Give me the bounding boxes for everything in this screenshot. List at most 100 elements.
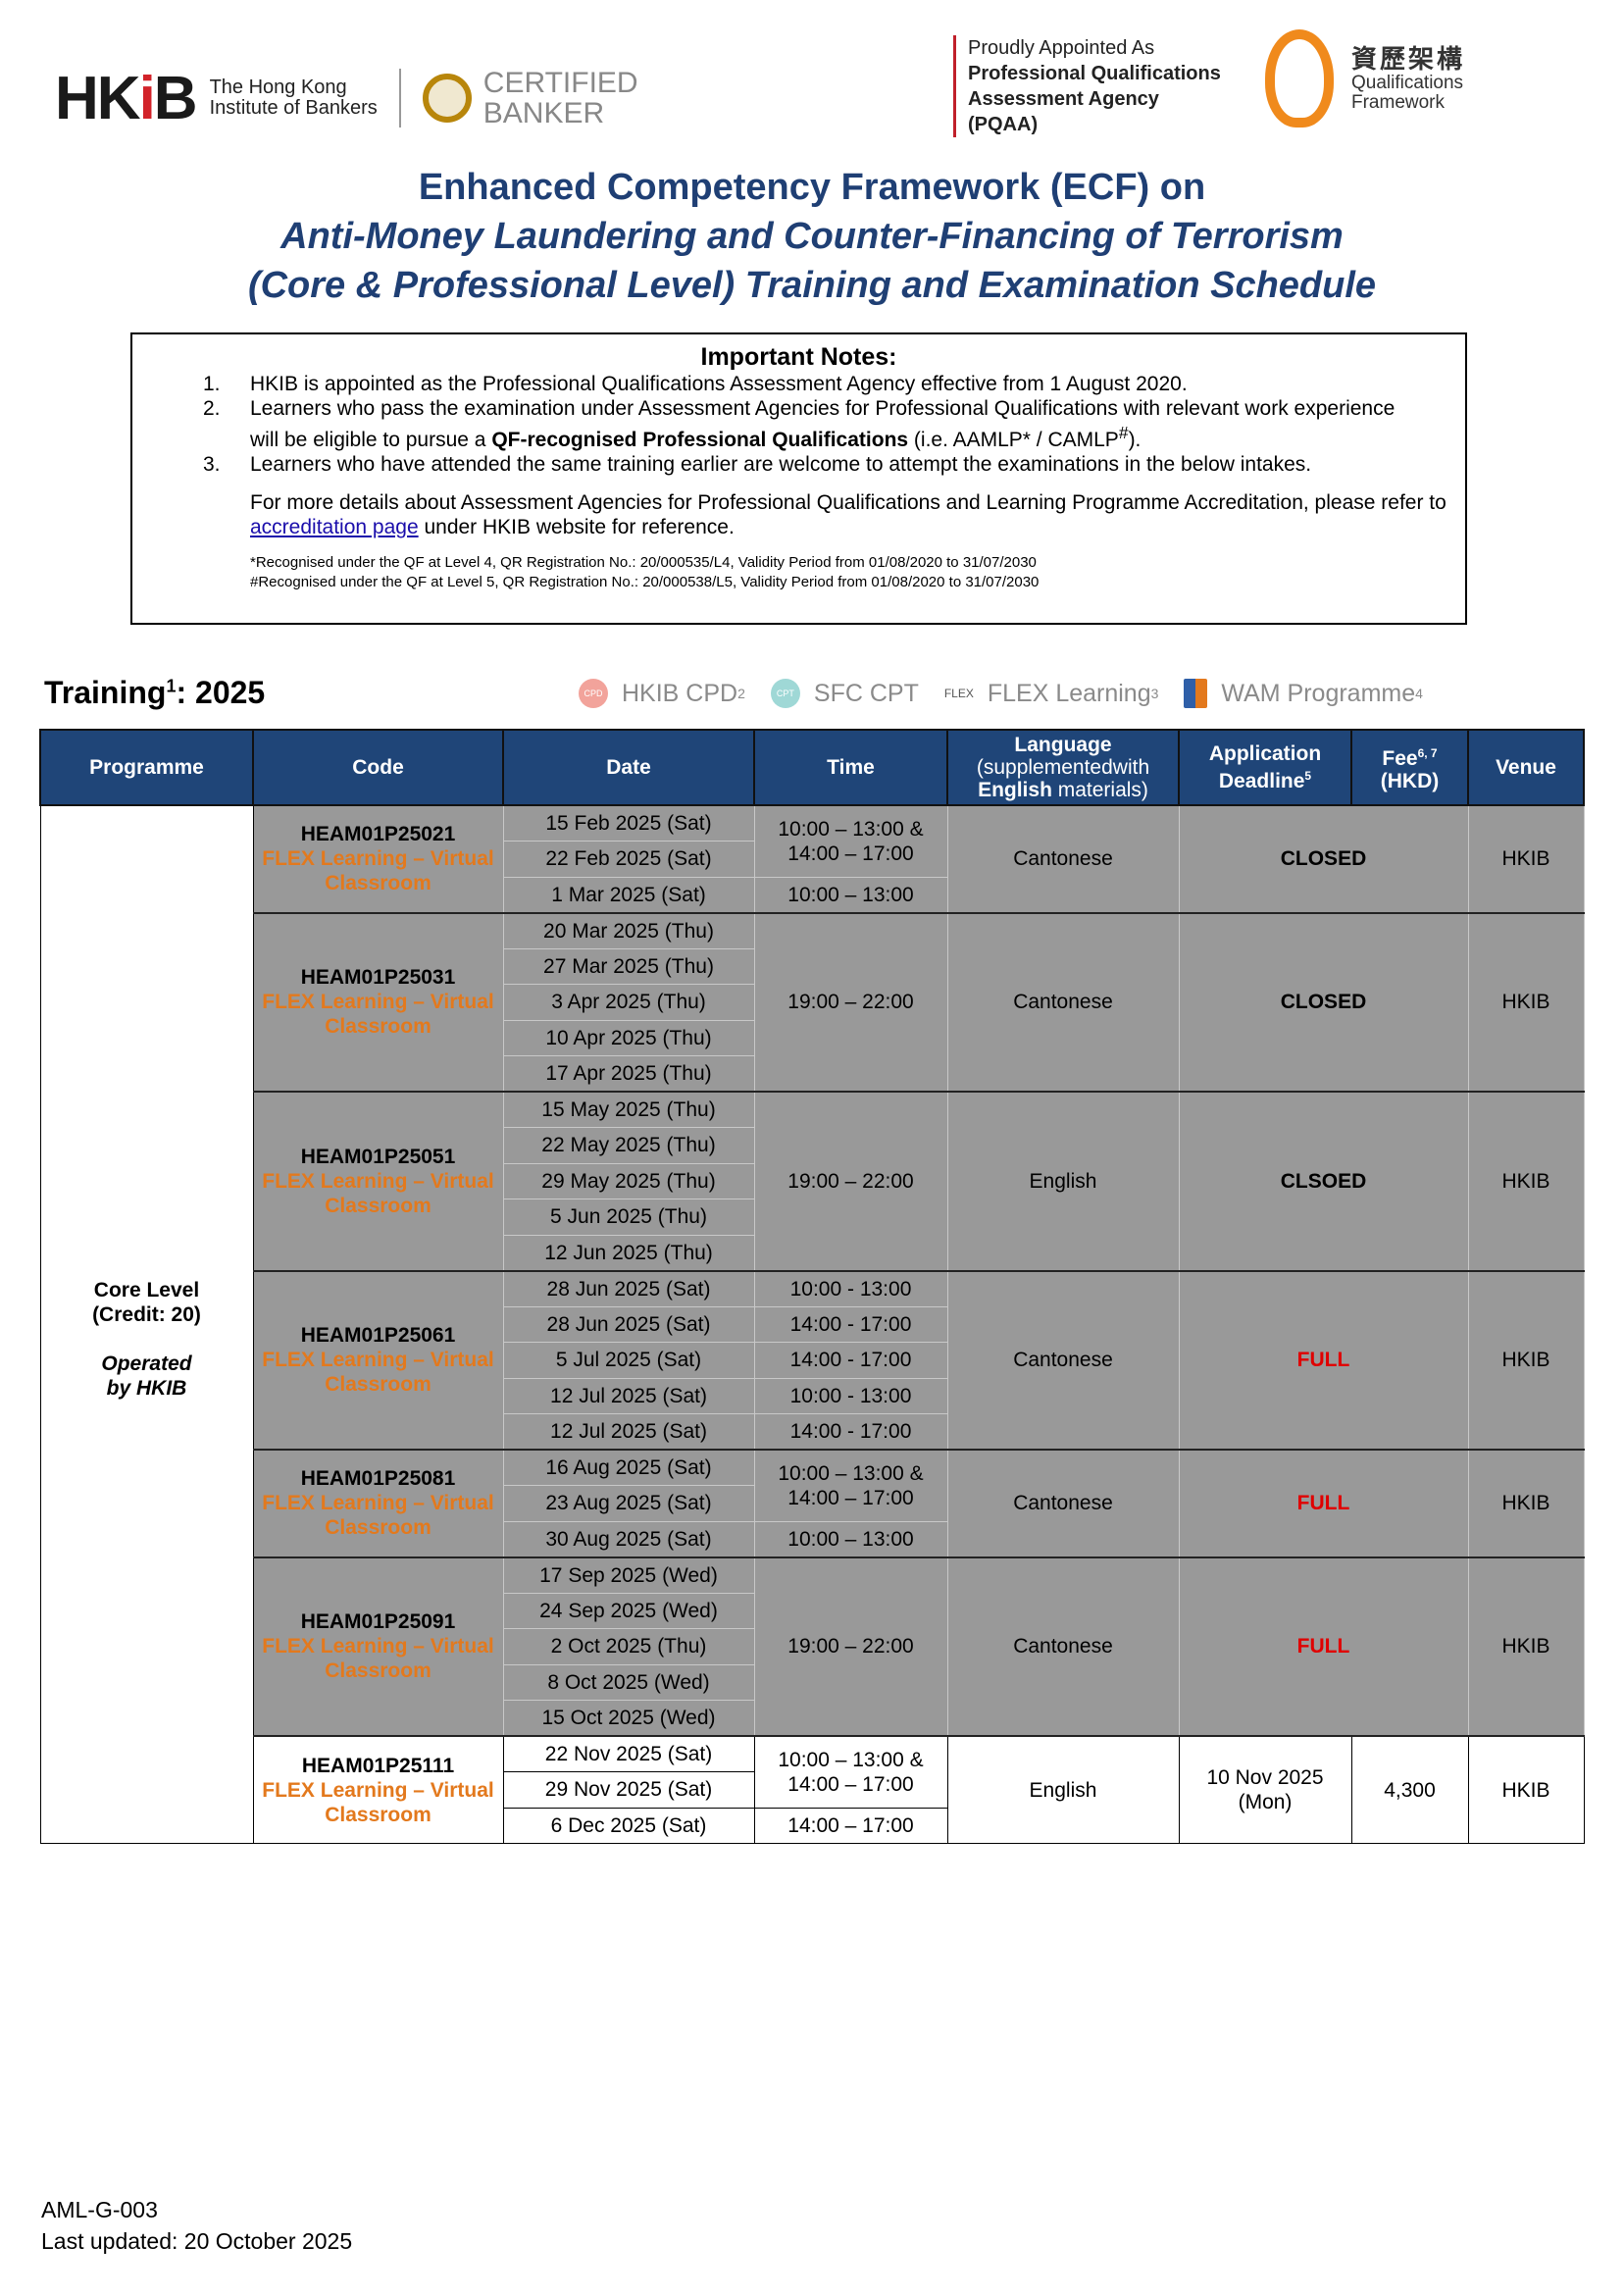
date-cell: 12 Jun 2025 (Thu) bbox=[502, 1234, 755, 1271]
date-cell: 29 May 2025 (Thu) bbox=[502, 1162, 755, 1199]
table-row: HEAM01P25081 FLEX Learning – Virtual Clas… bbox=[40, 1449, 1585, 1557]
date-cell: 1 Mar 2025 (Sat) bbox=[502, 876, 755, 913]
qf-line: Qualifications bbox=[1351, 73, 1464, 93]
date-cell: 27 Mar 2025 (Thu) bbox=[502, 947, 755, 985]
date-cell: 2 Oct 2025 (Thu) bbox=[502, 1628, 755, 1665]
hkib-name-line: The Hong Kong bbox=[209, 77, 347, 98]
pqaa-line: Assessment Agency bbox=[968, 88, 1159, 110]
hkib-logo-name: The Hong Kong Institute of Bankers bbox=[210, 77, 378, 119]
accreditation-page-link[interactable]: accreditation page bbox=[250, 516, 419, 538]
date-cell: 15 May 2025 (Thu) bbox=[502, 1091, 755, 1128]
last-updated: Last updated: 20 October 2025 bbox=[41, 2228, 353, 2254]
course-code: HEAM01P25061 bbox=[300, 1324, 456, 1348]
table-row: 15 Oct 2025 (Wed) bbox=[40, 1700, 1584, 1737]
fee-sup: 6, 7 bbox=[1417, 746, 1438, 760]
legend-item: CPT SFC CPT bbox=[770, 679, 919, 708]
status-cell: CLOSED bbox=[1178, 804, 1469, 913]
table-row: HEAM01P25111 FLEX Learning – Virtual Clas… bbox=[40, 1735, 1585, 1844]
status-badge: FULL bbox=[1296, 1635, 1350, 1658]
table-row: 3 Apr 2025 (Thu) bbox=[40, 984, 1584, 1021]
table-row: HEAM01P25031 FLEX Learning – Virtual Clas… bbox=[40, 911, 1585, 1093]
language-cell: English bbox=[946, 1091, 1180, 1271]
date-cell: 15 Feb 2025 (Sat) bbox=[502, 804, 755, 842]
programme-cell: Core Level (Credit: 20) Operated by HKIB bbox=[39, 804, 254, 1844]
table-header-row: Programme Code Date Time Language (supple… bbox=[39, 729, 1585, 806]
course-code-cell: HEAM01P25061 FLEX Learning – Virtual Clas… bbox=[252, 1269, 504, 1451]
hkib-name-line: Institute of Bankers bbox=[209, 97, 378, 119]
table-row: HEAM01P25061 FLEX Learning – Virtual Clas… bbox=[40, 1269, 1585, 1451]
certified-banker-logo: CERTIFIED BANKER bbox=[483, 68, 638, 128]
wam-icon bbox=[1184, 679, 1208, 708]
date-cell: 12 Jul 2025 (Sat) bbox=[502, 1413, 755, 1451]
table-row: HEAM01P25091 FLEX Learning – Virtual Clas… bbox=[40, 1556, 1585, 1737]
legend-label: HKIB CPD bbox=[622, 679, 738, 707]
qf-line: Framework bbox=[1351, 92, 1446, 113]
status-badge: CLOSED bbox=[1280, 991, 1367, 1014]
status-badge: CLSOED bbox=[1280, 1169, 1367, 1193]
course-code-cell: HEAM01P25021 FLEX Learning – Virtual Clas… bbox=[252, 804, 504, 913]
page-title: Enhanced Competency Framework (ECF) on A… bbox=[0, 163, 1624, 310]
hkib-logo-mark: HKiB bbox=[55, 64, 198, 132]
course-code-cell: HEAM01P25091 FLEX Learning – Virtual Clas… bbox=[252, 1556, 504, 1737]
document-code: AML-G-003 bbox=[41, 2197, 158, 2222]
col-language: Language (supplementedwith English materia… bbox=[946, 729, 1180, 806]
legend-label: FLEX Learning bbox=[987, 679, 1151, 707]
flex-icon: FLEX bbox=[943, 679, 974, 708]
table-row: Core Level (Credit: 20) Operated by HKIB HEA… bbox=[39, 804, 1585, 1844]
schedule-table: Programme Code Date Time Language (supple… bbox=[39, 729, 1585, 1844]
date-cell: 17 Apr 2025 (Thu) bbox=[502, 1055, 755, 1093]
table-row: 8 Oct 2025 (Wed) bbox=[40, 1663, 1584, 1701]
date-cell: 30 Aug 2025 (Sat) bbox=[502, 1520, 755, 1557]
operated-by: by HKIB bbox=[106, 1377, 187, 1400]
delivery-mode: FLEX Learning – Virtual Classroom bbox=[262, 1169, 494, 1217]
venue-cell: HKIB bbox=[1467, 1556, 1585, 1737]
language-cell: Cantonese bbox=[946, 1449, 1180, 1557]
language-header-sub: materials) bbox=[1051, 779, 1148, 801]
language-cell: Cantonese bbox=[946, 1269, 1180, 1451]
delivery-mode: FLEX Learning – Virtual Classroom bbox=[262, 991, 494, 1039]
language-header: Language bbox=[1014, 734, 1112, 756]
date-cell: 3 Apr 2025 (Thu) bbox=[502, 984, 755, 1021]
operated-by: Operated bbox=[101, 1352, 192, 1375]
table-row: 29 Nov 2025 (Sat) bbox=[40, 1771, 1584, 1809]
note-text-part: (i.e. AAMLP* / CAMLP bbox=[908, 429, 1119, 451]
table-row: 30 Aug 2025 (Sat) 10:00 – 13:00 bbox=[40, 1520, 1584, 1557]
status-cell: FULL bbox=[1178, 1449, 1469, 1557]
date-cell: 20 Mar 2025 (Thu) bbox=[502, 911, 755, 949]
table-row: 5 Jun 2025 (Thu) bbox=[40, 1199, 1584, 1236]
table-row: 10 Apr 2025 (Thu) bbox=[40, 1019, 1584, 1056]
time-cell: 10:00 – 13:00 bbox=[753, 1520, 948, 1557]
col-code: Code bbox=[252, 729, 504, 806]
deadline-cell: 10 Nov 2025 (Mon) bbox=[1178, 1735, 1352, 1844]
date-cell: 22 May 2025 (Thu) bbox=[502, 1127, 755, 1164]
cpt-icon: CPT bbox=[770, 679, 800, 708]
course-code: HEAM01P25081 bbox=[300, 1467, 456, 1491]
title-line-2: Anti-Money Laundering and Counter-Financ… bbox=[280, 216, 1344, 257]
date-cell: 5 Jun 2025 (Thu) bbox=[502, 1199, 755, 1236]
language-cell: Cantonese bbox=[946, 911, 1180, 1093]
table-row: 22 Feb 2025 (Sat) bbox=[40, 841, 1584, 878]
date-cell: 17 Sep 2025 (Wed) bbox=[502, 1556, 755, 1594]
note-text: Learners who have attended the same trai… bbox=[250, 453, 1312, 476]
notes-heading: Important Notes: bbox=[700, 343, 897, 371]
qf-logo-text: 資歷架構 Qualifications Framework bbox=[1351, 44, 1465, 113]
date-cell: 16 Aug 2025 (Sat) bbox=[502, 1449, 755, 1486]
note-bold: QF-recognised Professional Qualification… bbox=[491, 429, 909, 451]
table-row: 12 Jun 2025 (Thu) bbox=[40, 1234, 1584, 1271]
note-text: Learners who pass the examination under … bbox=[250, 396, 1427, 452]
venue-cell: HKIB bbox=[1467, 1735, 1585, 1844]
more-text: under HKIB website for reference. bbox=[418, 516, 735, 538]
table-row: 28 Jun 2025 (Sat) 14:00 - 17:00 bbox=[40, 1305, 1584, 1343]
time-cell: 14:00 - 17:00 bbox=[753, 1342, 948, 1379]
pqaa-line: Professional Qualifications bbox=[968, 63, 1221, 84]
col-deadline: Application Deadline5 bbox=[1178, 729, 1352, 806]
legend-sup: 3 bbox=[1150, 686, 1159, 701]
hkib-logo: HKiB The Hong Kong Institute of Bankers … bbox=[55, 59, 638, 137]
col-programme: Programme bbox=[39, 729, 254, 806]
status-cell: CLOSED bbox=[1178, 911, 1469, 1093]
table-row: 23 Aug 2025 (Sat) bbox=[40, 1485, 1584, 1522]
status-cell: FULL bbox=[1178, 1556, 1469, 1737]
col-time: Time bbox=[753, 729, 948, 806]
status-badge: FULL bbox=[1296, 1349, 1350, 1372]
legend-sup: 4 bbox=[1415, 686, 1423, 701]
